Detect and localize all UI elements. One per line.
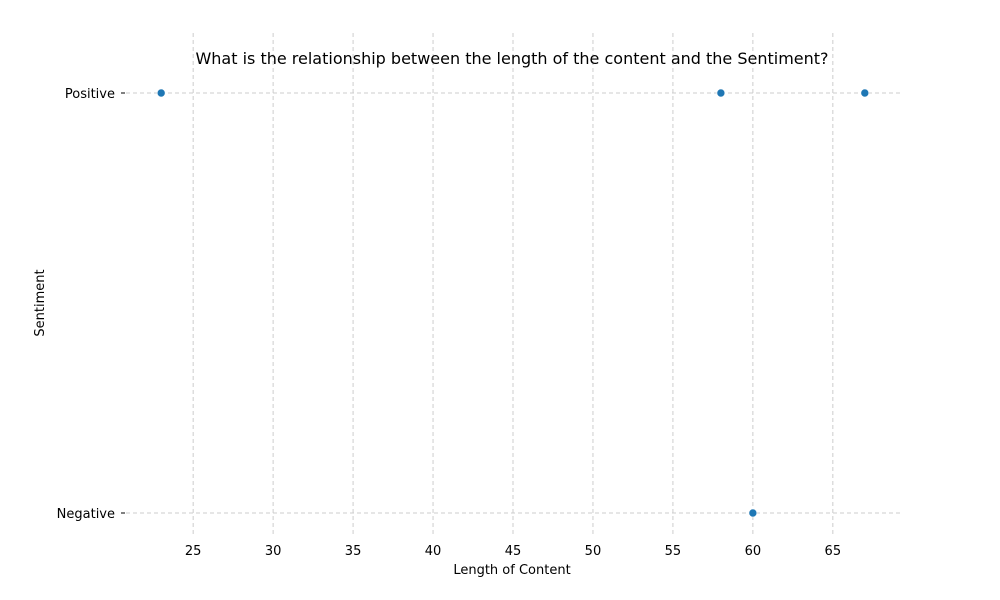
data-point [716, 88, 726, 98]
x-tick-label: 55 [665, 544, 682, 559]
x-tick-label: 35 [345, 544, 362, 559]
x-tick-label: 50 [585, 544, 602, 559]
y-axis-label: Sentiment [33, 269, 48, 336]
x-tick-label: 30 [265, 544, 282, 559]
grid [126, 33, 900, 536]
y-tick-label: Negative [57, 507, 115, 522]
x-tick-label: 40 [425, 544, 442, 559]
data-point [860, 88, 870, 98]
axis-ticks: 25 30 35 40 45 50 55 60 65 Negative Positive [57, 87, 841, 559]
data-points [156, 88, 870, 518]
x-tick-label: 60 [745, 544, 762, 559]
data-point [156, 88, 166, 98]
x-axis-label: Length of Content [453, 563, 570, 578]
x-tick-label: 45 [505, 544, 522, 559]
chart-title: What is the relationship between the len… [195, 49, 828, 68]
x-tick-label: 65 [825, 544, 842, 559]
x-tick-label: 25 [185, 544, 202, 559]
data-point [748, 508, 758, 518]
y-tick-label: Positive [65, 87, 115, 102]
